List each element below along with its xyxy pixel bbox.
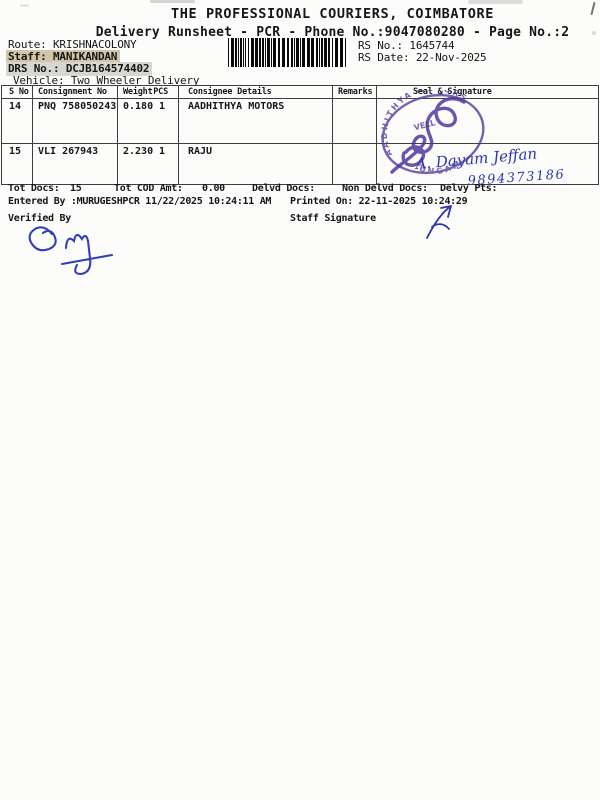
rs-date-label: RS Date: [358,51,410,64]
cell-sno: 14 [1,98,33,144]
cell-weight-pcs: 0.180 1 [117,98,179,144]
cell-remarks [332,143,377,185]
vehicle-value: Two Wheeler Delivery [70,74,200,87]
cell-sno: 15 [1,143,33,185]
tot-docs-label: Tot Docs: [8,183,60,194]
route-value: KRISHNACOLONY [52,38,137,51]
drs-barcode [228,38,346,67]
cell-weight-pcs: 2.230 1 [117,143,179,185]
printed-on-line: Printed On: 22-11-2025 10:24:29 [290,196,468,207]
page-title: THE PROFESSIONAL COURIERS, COIMBATORE [171,6,494,22]
delvd-docs-label: Delvd Docs: [252,183,315,194]
col-header-weight: Weight [123,87,153,97]
table-header-row: S No Consignment No Weight PCS Consignee … [1,85,599,99]
rs-no-label: RS No.: [358,39,403,52]
col-header-seal-signature: Seal & Signature [376,85,599,99]
rs-no-value: 1645744 [409,39,455,52]
table-row: 15 VLI 267943 2.230 1 RAJU [1,143,599,185]
non-delvd-docs-label: Non Delvd Docs: [342,183,428,194]
tot-cod-value: 0.00 [202,183,225,194]
scan-smudge [150,0,195,3]
scan-smudge [592,31,596,35]
tot-cod-label: Tot COD Amt: [114,183,183,194]
cell-remarks [332,98,377,144]
col-header-consignee: Consignee Details [178,85,333,99]
drs-line: DRS No.: DCJB164574402 [6,62,153,76]
col-header-sno: S No [1,85,33,99]
tot-docs-value: 15 [70,183,82,194]
cell-seal-signature [376,143,599,185]
staff-signature-label: Staff Signature [290,213,376,224]
rs-date-line: RS Date: 22-Nov-2025 [358,51,487,64]
drs-label: DRS No.: [8,62,60,75]
staff-value: MANIKANDAN [52,50,118,63]
verified-by-label: Verified By [8,213,71,224]
entered-by-line: Entered By :MURUGESHPCR 11/22/2025 10:24… [8,196,272,207]
cell-consignment-no: PNQ 758050243 [32,98,118,144]
delvy-pts-label: Delvy Pts: [440,183,498,194]
rs-date-value: 22-Nov-2025 [415,51,487,64]
cell-pcs: 1 [158,146,165,157]
cell-seal-signature [376,98,599,144]
consignment-table: S No Consignment No Weight PCS Consignee … [1,85,599,185]
col-header-weight-pcs: Weight PCS [117,85,179,99]
scan-smudge [468,0,523,4]
rs-no-line: RS No.: 1645744 [358,39,455,52]
route-line: Route: KRISHNACOLONY [8,38,137,51]
staff-signature-mark [426,205,452,239]
cell-consignment-no: VLI 267943 [32,143,118,185]
col-header-consignment: Consignment No [32,85,118,99]
cell-weight: 2.230 [123,146,154,157]
staff-label: Staff: [8,50,47,63]
cell-consignee: AADHITHYA MOTORS [178,98,333,144]
cell-pcs: 1 [158,101,165,112]
table-row: 14 PNQ 758050243 0.180 1 AADHITHYA MOTORS [1,98,599,144]
vehicle-line: Vehicle: Two Wheeler Delivery [13,74,199,87]
cell-weight: 0.180 [123,101,154,112]
cell-consignee: RAJU [178,143,333,185]
header: THE PROFESSIONAL COURIERS, COIMBATORE De… [65,6,600,40]
scan-smudge [20,4,29,7]
vehicle-label: Vehicle: [13,74,65,87]
col-header-pcs: PCS [153,87,168,97]
verified-by-signature [28,226,114,276]
col-header-remarks: Remarks [332,85,377,99]
staff-line: Staff: MANIKANDAN [6,50,121,64]
drs-value: DCJB164574402 [65,62,150,75]
page-subtitle: Delivery Runsheet - PCR - Phone No.:9047… [95,25,570,40]
route-label: Route: [8,38,47,51]
